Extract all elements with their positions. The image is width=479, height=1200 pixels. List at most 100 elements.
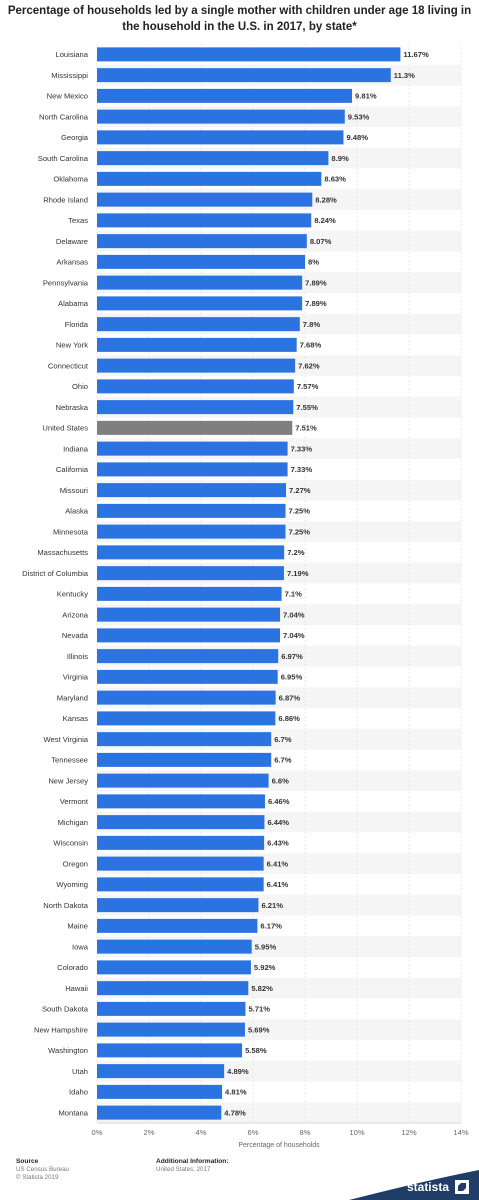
statista-brand[interactable]: statista bbox=[349, 1156, 479, 1200]
bar[interactable] bbox=[97, 275, 303, 290]
bar[interactable] bbox=[97, 669, 278, 684]
bar[interactable] bbox=[97, 794, 265, 809]
bar[interactable] bbox=[97, 441, 288, 456]
bar[interactable] bbox=[97, 586, 282, 601]
category-label: Oregon bbox=[63, 859, 88, 868]
data-label: 7.33% bbox=[291, 444, 313, 453]
data-label: 7.89% bbox=[305, 299, 327, 308]
bar[interactable] bbox=[97, 234, 307, 249]
bar[interactable] bbox=[97, 379, 294, 394]
category-label: Rhode Island bbox=[43, 195, 88, 204]
bar[interactable] bbox=[97, 607, 281, 622]
bar[interactable] bbox=[97, 151, 329, 166]
data-label: 6.43% bbox=[267, 839, 289, 848]
data-label: 7.57% bbox=[297, 382, 319, 391]
data-label: 7.55% bbox=[296, 403, 318, 412]
category-label: South Carolina bbox=[38, 154, 89, 163]
data-label: 5.69% bbox=[248, 1025, 270, 1034]
bar[interactable] bbox=[97, 752, 272, 767]
x-tick-label: 14% bbox=[453, 1128, 468, 1137]
category-label: Nebraska bbox=[56, 403, 89, 412]
category-label: Michigan bbox=[58, 818, 88, 827]
bar[interactable] bbox=[97, 1022, 245, 1037]
bar[interactable] bbox=[97, 898, 259, 913]
bar[interactable] bbox=[97, 566, 284, 581]
data-label: 6.44% bbox=[267, 818, 289, 827]
bar[interactable] bbox=[97, 711, 276, 726]
bar[interactable] bbox=[97, 815, 265, 830]
category-label: West Virginia bbox=[44, 735, 89, 744]
bar[interactable] bbox=[97, 400, 294, 415]
bar[interactable] bbox=[97, 773, 269, 788]
bar[interactable] bbox=[97, 130, 344, 145]
category-label: Hawaii bbox=[65, 984, 88, 993]
category-label: Montana bbox=[58, 1108, 88, 1117]
data-label: 4.81% bbox=[225, 1088, 247, 1097]
data-label: 7.1% bbox=[285, 590, 303, 599]
bar[interactable] bbox=[97, 317, 300, 332]
bar[interactable] bbox=[97, 939, 252, 954]
bar[interactable] bbox=[97, 420, 293, 435]
bar[interactable] bbox=[97, 732, 272, 747]
bar[interactable] bbox=[97, 68, 391, 83]
bar[interactable] bbox=[97, 1043, 243, 1058]
category-label: Virginia bbox=[63, 673, 89, 682]
category-label: Florida bbox=[65, 320, 89, 329]
data-label: 5.92% bbox=[254, 963, 276, 972]
category-label: Texas bbox=[68, 216, 88, 225]
bar[interactable] bbox=[97, 296, 303, 311]
bar[interactable] bbox=[97, 877, 264, 892]
bar[interactable] bbox=[97, 960, 251, 975]
category-label: Iowa bbox=[72, 942, 89, 951]
bar[interactable] bbox=[97, 981, 249, 996]
category-label: Wyoming bbox=[56, 880, 88, 889]
bar[interactable] bbox=[97, 88, 353, 103]
bar[interactable] bbox=[97, 628, 281, 643]
category-label: Minnesota bbox=[53, 527, 89, 536]
bar[interactable] bbox=[97, 690, 276, 705]
data-label: 9.81% bbox=[355, 92, 377, 101]
bar[interactable] bbox=[97, 254, 305, 269]
data-label: 9.53% bbox=[348, 112, 370, 121]
category-label: Oklahoma bbox=[53, 175, 88, 184]
bar[interactable] bbox=[97, 1105, 222, 1120]
category-label: Vermont bbox=[60, 797, 89, 806]
x-tick-label: 8% bbox=[300, 1128, 311, 1137]
bar[interactable] bbox=[97, 192, 313, 207]
bar[interactable] bbox=[97, 483, 287, 498]
category-label: Louisiana bbox=[55, 50, 88, 59]
bar[interactable] bbox=[97, 213, 312, 228]
bar[interactable] bbox=[97, 545, 285, 560]
bar[interactable] bbox=[97, 462, 288, 477]
bar[interactable] bbox=[97, 1064, 225, 1079]
data-label: 9.48% bbox=[346, 133, 368, 142]
bar[interactable] bbox=[97, 1084, 223, 1099]
x-tick-label: 0% bbox=[92, 1128, 103, 1137]
additional-info-block: Additional Information: United States; 2… bbox=[156, 1158, 229, 1174]
category-label: United States bbox=[42, 424, 88, 433]
bar[interactable] bbox=[97, 918, 258, 933]
bar[interactable] bbox=[97, 524, 286, 539]
bar[interactable] bbox=[97, 337, 297, 352]
category-label: Connecticut bbox=[48, 361, 89, 370]
category-label: District of Columbia bbox=[22, 569, 89, 578]
source-heading: Source bbox=[16, 1158, 39, 1165]
category-label: New Jersey bbox=[48, 776, 88, 785]
bar[interactable] bbox=[97, 835, 265, 850]
data-label: 5.58% bbox=[245, 1046, 267, 1055]
bar[interactable] bbox=[97, 856, 264, 871]
data-label: 7.68% bbox=[300, 341, 322, 350]
category-label: Ohio bbox=[72, 382, 88, 391]
bar[interactable] bbox=[97, 109, 345, 124]
bar[interactable] bbox=[97, 47, 401, 62]
category-label: New Mexico bbox=[47, 92, 88, 101]
bar[interactable] bbox=[97, 358, 296, 373]
bar[interactable] bbox=[97, 1001, 246, 1016]
bar[interactable] bbox=[97, 171, 322, 186]
data-label: 7.8% bbox=[303, 320, 321, 329]
additional-info-heading: Additional Information: bbox=[156, 1158, 229, 1165]
data-label: 7.33% bbox=[291, 465, 313, 474]
data-label: 6.46% bbox=[268, 797, 290, 806]
bar[interactable] bbox=[97, 649, 279, 664]
bar[interactable] bbox=[97, 503, 286, 518]
